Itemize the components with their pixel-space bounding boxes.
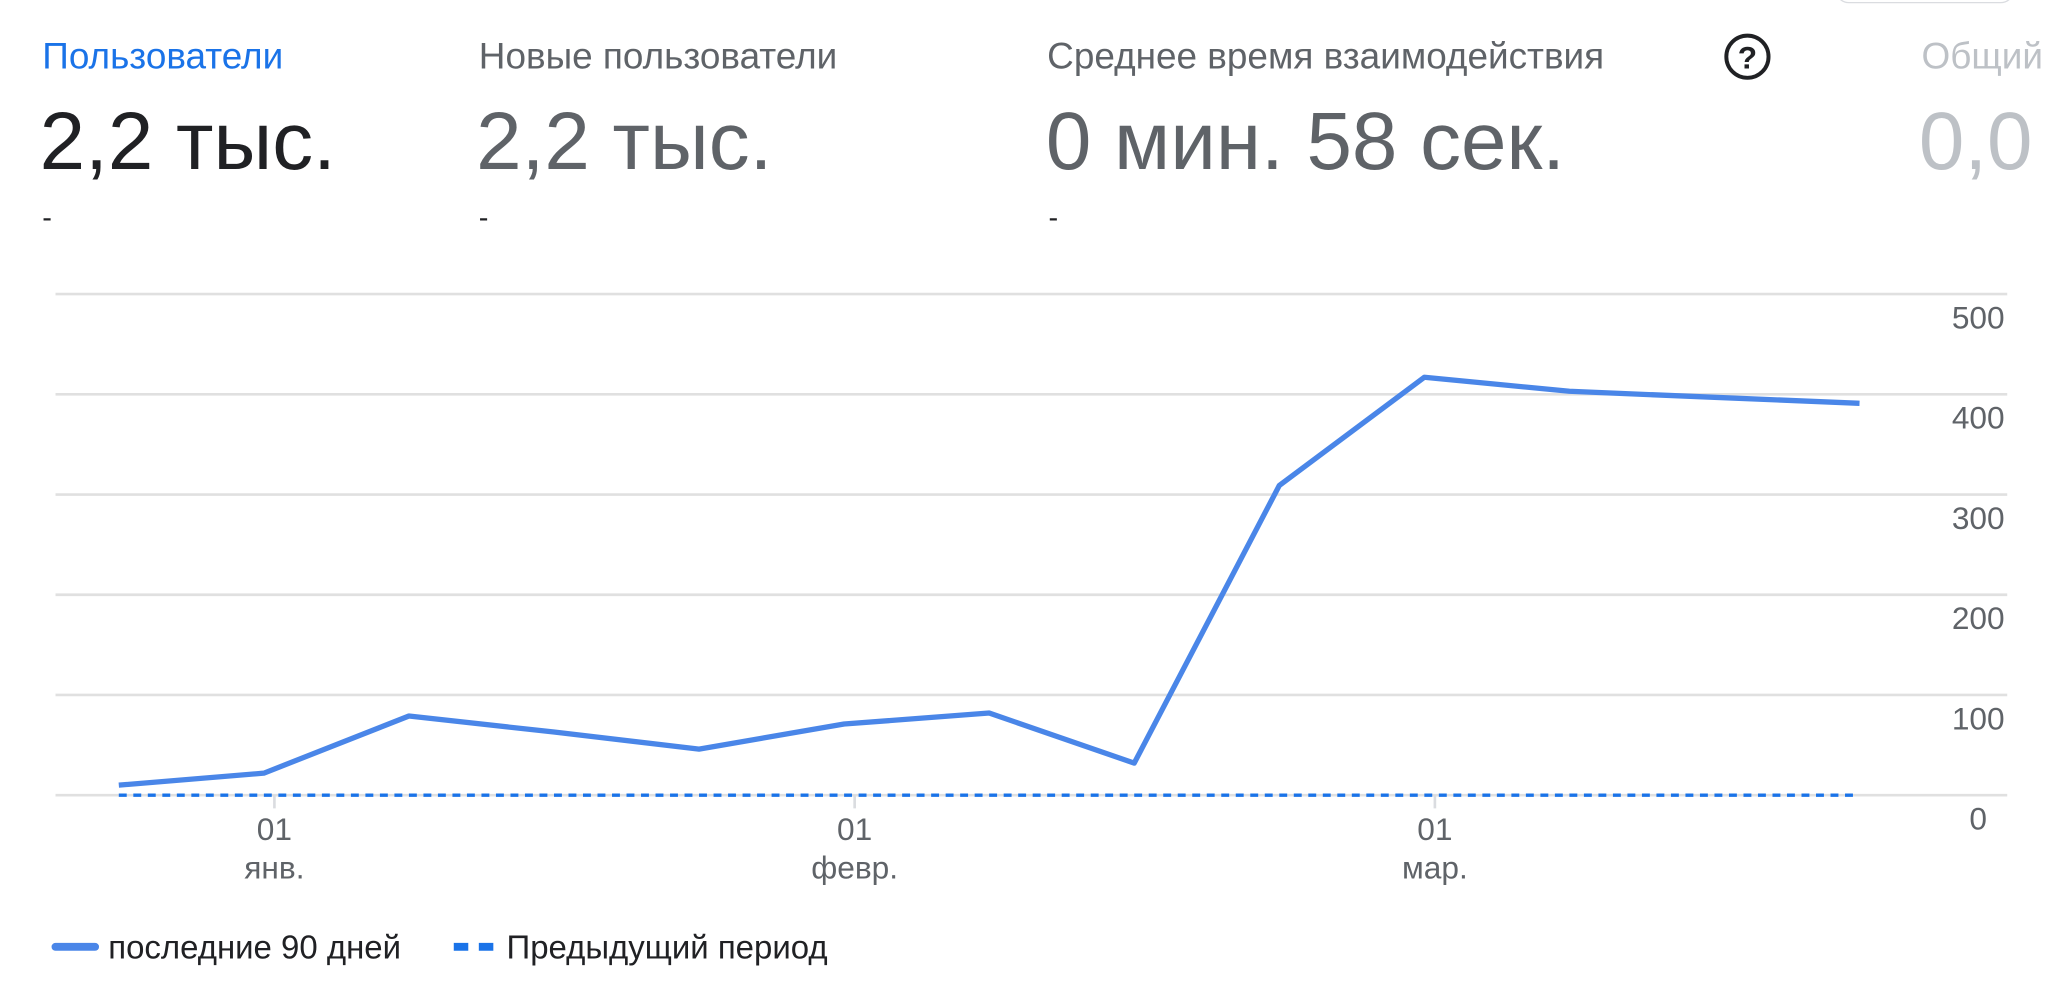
y-tick-label: 400 — [1952, 400, 2005, 436]
metric-change: - — [479, 202, 489, 234]
metric[interactable]: Пользователи 2,2 тыс. - — [40, 36, 336, 234]
y-tick-label: 300 — [1952, 500, 2005, 536]
x-tick-label-box: 01 февр. — [811, 812, 899, 887]
y-tick-label: 0 — [1969, 800, 1987, 836]
metric-change: - — [42, 202, 52, 234]
x-tick-label: 01 янв. — [244, 812, 305, 887]
metric[interactable]: Общий 0,0 — [1919, 36, 2043, 187]
top-control[interactable] — [1836, 0, 2014, 4]
x-tick-label: 01 мар. — [1402, 812, 1468, 887]
metric-title: Новые пользователи — [479, 36, 837, 77]
x-tick-label-box: 01 мар. — [1402, 812, 1468, 887]
x-tick-label: 01 февр. — [811, 812, 899, 887]
y-tick-label: 200 — [1952, 600, 2005, 636]
metric[interactable]: Среднее время взаимодействия ? 0 мин. 58… — [1046, 33, 1771, 234]
metric-value: 2,2 тыс. — [40, 96, 336, 187]
y-tick-label: 500 — [1952, 299, 2005, 335]
metric-change: - — [1049, 202, 1059, 234]
x-tick-label-box: 01 янв. — [244, 812, 305, 887]
legend-label: Предыдущий период — [507, 929, 828, 966]
help-icon[interactable] — [1724, 33, 1771, 80]
metric-title: Пользователи — [42, 36, 283, 77]
metric-value: 0 мин. 58 сек. — [1046, 96, 1565, 187]
help-icon-glyph: ? — [1738, 40, 1757, 76]
series-line — [118, 374, 1860, 788]
metric-title: Среднее время взаимодействия — [1047, 36, 1604, 77]
metric-value: 2,2 тыс. — [476, 96, 772, 187]
metric-title: Общий — [1922, 36, 2043, 77]
metric-value: 0,0 — [1919, 96, 2033, 187]
y-tick-label: 100 — [1952, 700, 2005, 736]
metric[interactable]: Новые пользователи 2,2 тыс. - — [476, 36, 837, 234]
legend: последние 90 дней Предыдущий период — [51, 929, 828, 966]
plot: 0 100 200 300 400 500 01 янв. 01 февр. 01 мар. — [55, 292, 2008, 887]
legend-label: последние 90 дней — [108, 929, 401, 966]
